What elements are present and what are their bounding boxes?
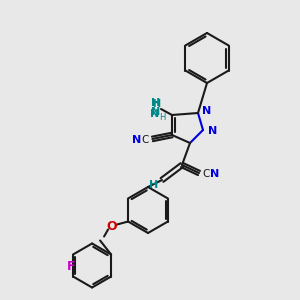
Text: F: F [67, 260, 75, 274]
Text: N: N [202, 106, 211, 116]
Text: H: H [152, 98, 160, 108]
Text: N: N [208, 126, 217, 136]
Text: H: H [159, 112, 165, 122]
Text: H: H [152, 99, 160, 109]
Text: H: H [149, 180, 159, 190]
Text: N: N [150, 109, 160, 119]
Text: C: C [141, 135, 148, 145]
Text: O: O [107, 220, 117, 233]
Text: N: N [152, 107, 160, 117]
Text: N: N [132, 135, 141, 145]
Text: C: C [202, 169, 209, 179]
Text: N: N [210, 169, 219, 179]
